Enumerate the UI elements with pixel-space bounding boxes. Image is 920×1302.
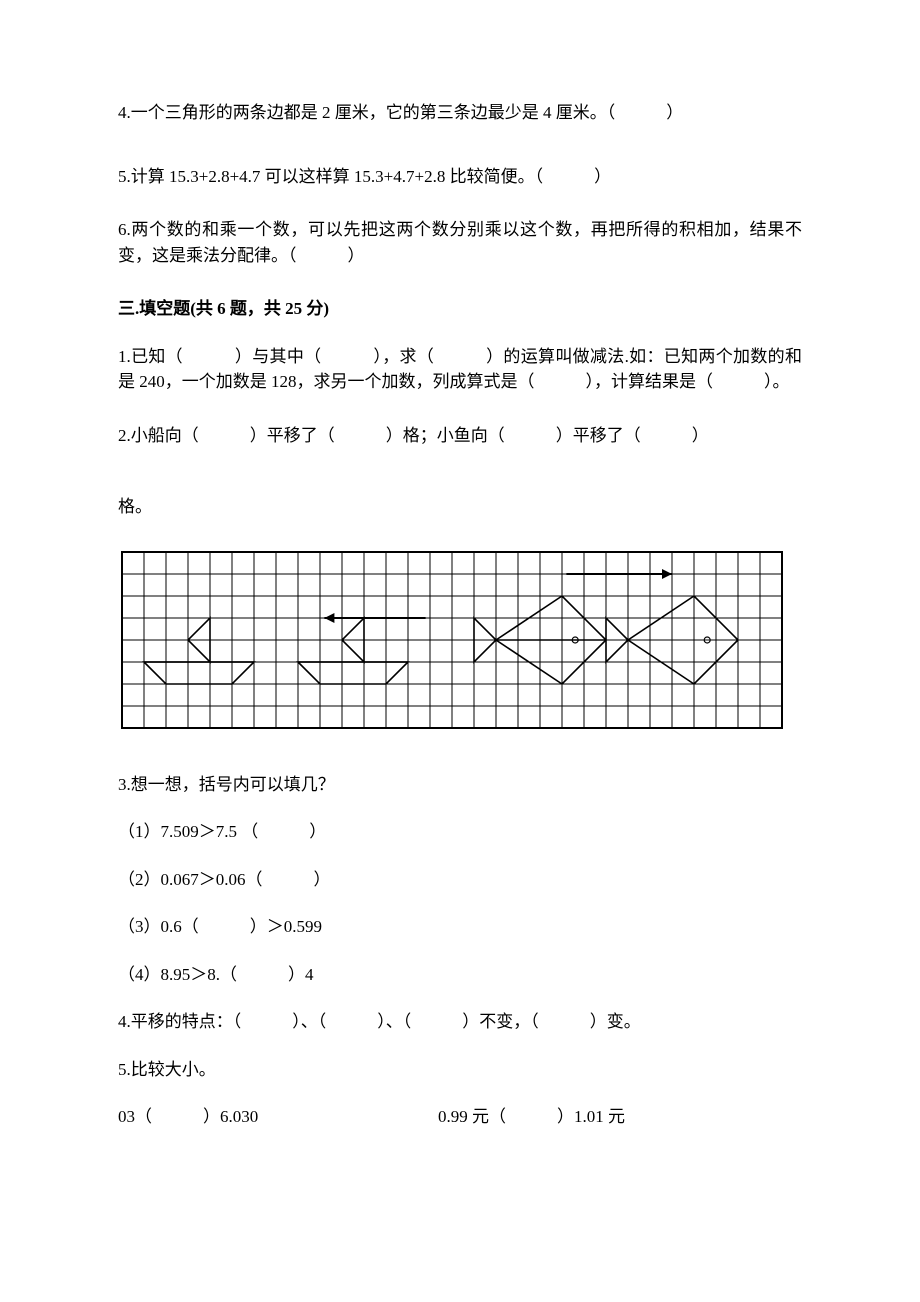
fill-q3-line1: （1）7.509＞7.5 （ ） bbox=[118, 819, 802, 845]
section3-title: 三.填空题(共 6 题，共 25 分) bbox=[118, 296, 802, 322]
fill-q4-num: 4. bbox=[118, 1012, 131, 1031]
fill-q5-row: 03（ ）6.030 0.99 元（ ）1.01 元 bbox=[118, 1104, 802, 1130]
judgment-q4-text: 一个三角形的两条边都是 2 厘米，它的第三条边最少是 4 厘米。（ ） bbox=[131, 103, 684, 122]
fill-q3-line4: （4）8.95＞8.（ ）4 bbox=[118, 962, 802, 988]
fill-q4-text: 平移的特点：（ ）、（ ）、（ ）不变，（ ）变。 bbox=[131, 1012, 641, 1031]
judgment-q6-num: 6. bbox=[118, 220, 131, 239]
fill-q3-title: 3.想一想，括号内可以填几？ bbox=[118, 772, 802, 798]
fill-q1-num: 1. bbox=[118, 347, 131, 366]
fill-q5-num: 5. bbox=[118, 1060, 131, 1079]
fill-q5-text: 比较大小。 bbox=[131, 1060, 216, 1079]
judgment-q6: 6.两个数的和乘一个数，可以先把这两个数分别乘以这个数，再把所得的积相加，结果不… bbox=[118, 217, 802, 268]
judgment-q4-num: 4. bbox=[118, 103, 131, 122]
grid-svg bbox=[118, 548, 786, 732]
judgment-q6-text: 两个数的和乘一个数，可以先把这两个数分别乘以这个数，再把所得的积相加，结果不变，… bbox=[118, 220, 802, 265]
fill-q1-text: 已知（ ）与其中（ ），求（ ）的运算叫做减法.如：已知两个加数的和是 240，… bbox=[118, 347, 802, 392]
translation-figure bbox=[118, 548, 802, 732]
fill-q3-line2: （2）0.067＞0.06（ ） bbox=[118, 867, 802, 893]
judgment-q5-num: 5. bbox=[118, 167, 131, 186]
judgment-q4: 4.一个三角形的两条边都是 2 厘米，它的第三条边最少是 4 厘米。（ ） bbox=[118, 100, 802, 126]
judgment-q5-text: 计算 15.3+2.8+4.7 可以这样算 15.3+4.7+2.8 比较简便。… bbox=[131, 167, 611, 186]
fill-q5-title: 5.比较大小。 bbox=[118, 1057, 802, 1083]
fill-q2a-text: 小船向（ ）平移了（ ）格；小鱼向（ ）平移了（ ） bbox=[131, 426, 709, 445]
fill-q5-right: 0.99 元（ ）1.01 元 bbox=[438, 1104, 802, 1130]
fill-q2b: 格。 bbox=[118, 494, 802, 520]
fill-q4: 4.平移的特点：（ ）、（ ）、（ ）不变，（ ）变。 bbox=[118, 1009, 802, 1035]
fill-q2a: 2.小船向（ ）平移了（ ）格；小鱼向（ ）平移了（ ） bbox=[118, 423, 802, 449]
fill-q3-line3: （3）0.6（ ）＞0.599 bbox=[118, 914, 802, 940]
fill-q1: 1.已知（ ）与其中（ ），求（ ）的运算叫做减法.如：已知两个加数的和是 24… bbox=[118, 344, 802, 395]
fill-q3-num: 3. bbox=[118, 775, 131, 794]
fill-q3-text: 想一想，括号内可以填几？ bbox=[131, 775, 335, 794]
fill-q2a-num: 2. bbox=[118, 426, 131, 445]
fill-q5-left: 03（ ）6.030 bbox=[118, 1104, 438, 1130]
judgment-q5: 5.计算 15.3+2.8+4.7 可以这样算 15.3+4.7+2.8 比较简… bbox=[118, 164, 802, 190]
